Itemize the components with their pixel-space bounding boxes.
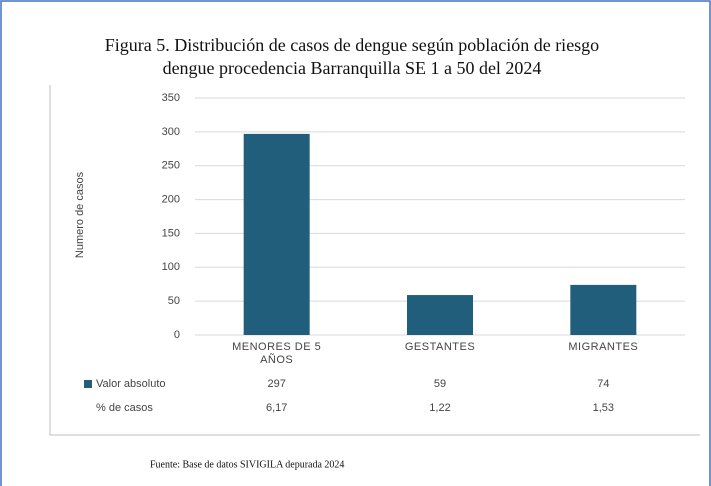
bar: [570, 284, 637, 335]
table-cell: 1,53: [593, 402, 614, 414]
y-tick-label: 50: [168, 295, 180, 307]
y-tick-label: 200: [162, 193, 180, 205]
row-label: % de casos: [96, 402, 153, 414]
x-tick-label: MENORES DE 5 AÑOS: [232, 341, 322, 366]
y-tick-label: 150: [162, 227, 180, 239]
table-cell: 1,22: [429, 402, 450, 414]
y-tick-label: 250: [162, 160, 180, 172]
y-tick-label: 350: [162, 92, 180, 104]
table-cell: 59: [434, 378, 446, 390]
x-tick-label: MIGRANTES: [568, 341, 639, 353]
chart-title: Figura 5. Distribución de casos de dengu…: [105, 35, 599, 55]
legend-label: Valor absoluto: [96, 378, 166, 390]
chart-title: dengue procedencia Barranquilla SE 1 a 5…: [163, 58, 542, 78]
y-tick-label: 0: [174, 329, 180, 341]
bar: [243, 133, 310, 335]
table-cell: 6,17: [266, 402, 287, 414]
y-tick-label: 300: [162, 126, 180, 138]
y-axis-label: Numero de casos: [74, 171, 86, 258]
y-tick-label: 100: [162, 261, 180, 273]
legend-swatch: [84, 380, 92, 388]
table-cell: 297: [267, 378, 285, 390]
chart-box: [49, 85, 700, 436]
table-cell: 74: [597, 378, 609, 390]
source: Fuente: Base de datos SIVIGILA depurada …: [150, 459, 344, 470]
x-tick-label: GESTANTES: [404, 341, 476, 353]
bar: [407, 295, 473, 335]
